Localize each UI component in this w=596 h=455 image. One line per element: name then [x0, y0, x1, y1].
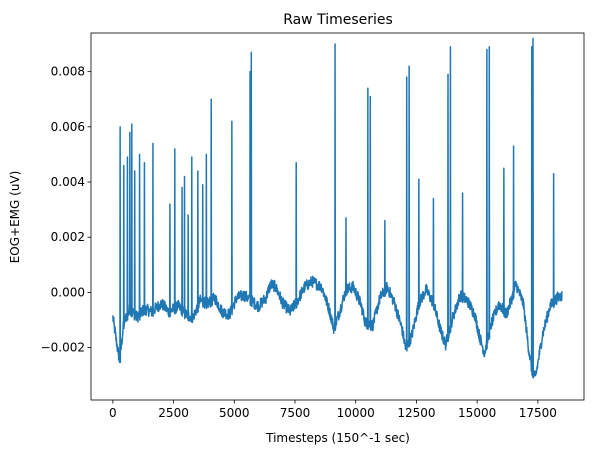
- x-axis-label: Timesteps (150^-1 sec): [265, 431, 410, 445]
- x-tick-label: 5000: [219, 406, 250, 420]
- chart-title: Raw Timeseries: [283, 12, 393, 28]
- series-layer: [112, 37, 563, 379]
- x-tick-label: 7500: [280, 406, 311, 420]
- plot-frame: [90, 32, 585, 401]
- x-tick-label: 12500: [397, 406, 435, 420]
- x-tick-label: 15000: [458, 406, 496, 420]
- series-line: [112, 37, 563, 379]
- x-tick-label: 10000: [337, 406, 375, 420]
- x-tick-label: 17500: [519, 406, 557, 420]
- x-tick-label: 2500: [158, 406, 189, 420]
- y-axis-ticks: −0.002 0.000 0.002 0.004 0.006 0.008: [41, 65, 91, 355]
- y-tick-label: 0.002: [51, 230, 85, 244]
- y-axis-label: EOG+EMG (uV): [8, 171, 22, 264]
- y-tick-label: −0.002: [41, 341, 85, 355]
- y-tick-label: 0.000: [51, 285, 85, 299]
- y-tick-label: 0.006: [51, 120, 85, 134]
- x-axis-ticks: 0 2500 5000 7500 10000 12500 15000 17500: [109, 400, 557, 420]
- plot-area: [91, 33, 584, 400]
- y-tick-label: 0.004: [51, 175, 85, 189]
- x-tick-label: 0: [109, 406, 117, 420]
- y-tick-label: 0.008: [51, 65, 85, 79]
